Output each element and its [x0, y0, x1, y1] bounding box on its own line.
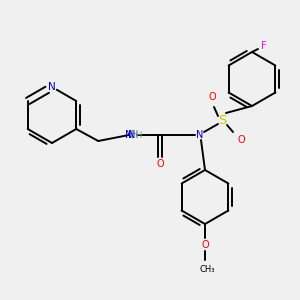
Text: N: N: [128, 130, 136, 140]
Text: CH₃: CH₃: [199, 265, 215, 274]
Text: N: N: [125, 130, 133, 140]
Text: O: O: [237, 135, 245, 145]
Text: N: N: [196, 130, 204, 140]
Text: O: O: [156, 159, 164, 169]
Text: O: O: [201, 240, 209, 250]
Text: H: H: [131, 130, 139, 140]
Text: S: S: [218, 115, 226, 128]
Text: O: O: [208, 92, 216, 102]
Text: N: N: [48, 82, 56, 92]
Text: F: F: [261, 41, 267, 51]
Text: H: H: [135, 131, 141, 140]
